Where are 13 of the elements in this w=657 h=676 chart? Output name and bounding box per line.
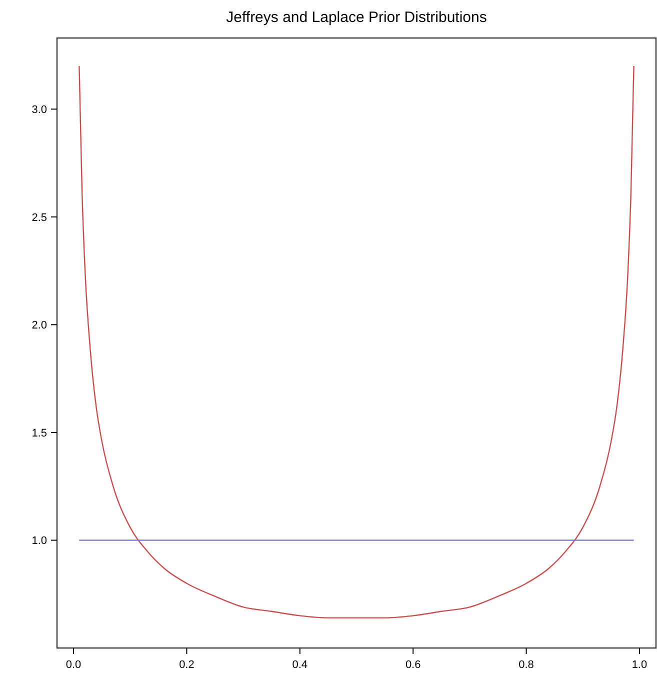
x-tick-label: 0.4 [292, 659, 308, 671]
x-tick-label: 1.0 [632, 659, 648, 671]
x-tick-label: 0.0 [66, 659, 82, 671]
y-tick-label: 3.0 [32, 104, 47, 116]
y-tick-label: 2.0 [32, 320, 47, 332]
x-tick-label: 0.6 [405, 659, 421, 671]
y-tick-label: 1.0 [32, 535, 47, 548]
x-tick-label: 0.8 [518, 659, 534, 671]
x-tick-label: 0.2 [179, 659, 194, 671]
y-tick-label: 1.5 [32, 427, 47, 440]
line-series [78, 65, 634, 618]
chart-title: Jeffreys and Laplace Prior Distributions [226, 9, 487, 26]
y-tick-label: 2.5 [32, 212, 47, 224]
